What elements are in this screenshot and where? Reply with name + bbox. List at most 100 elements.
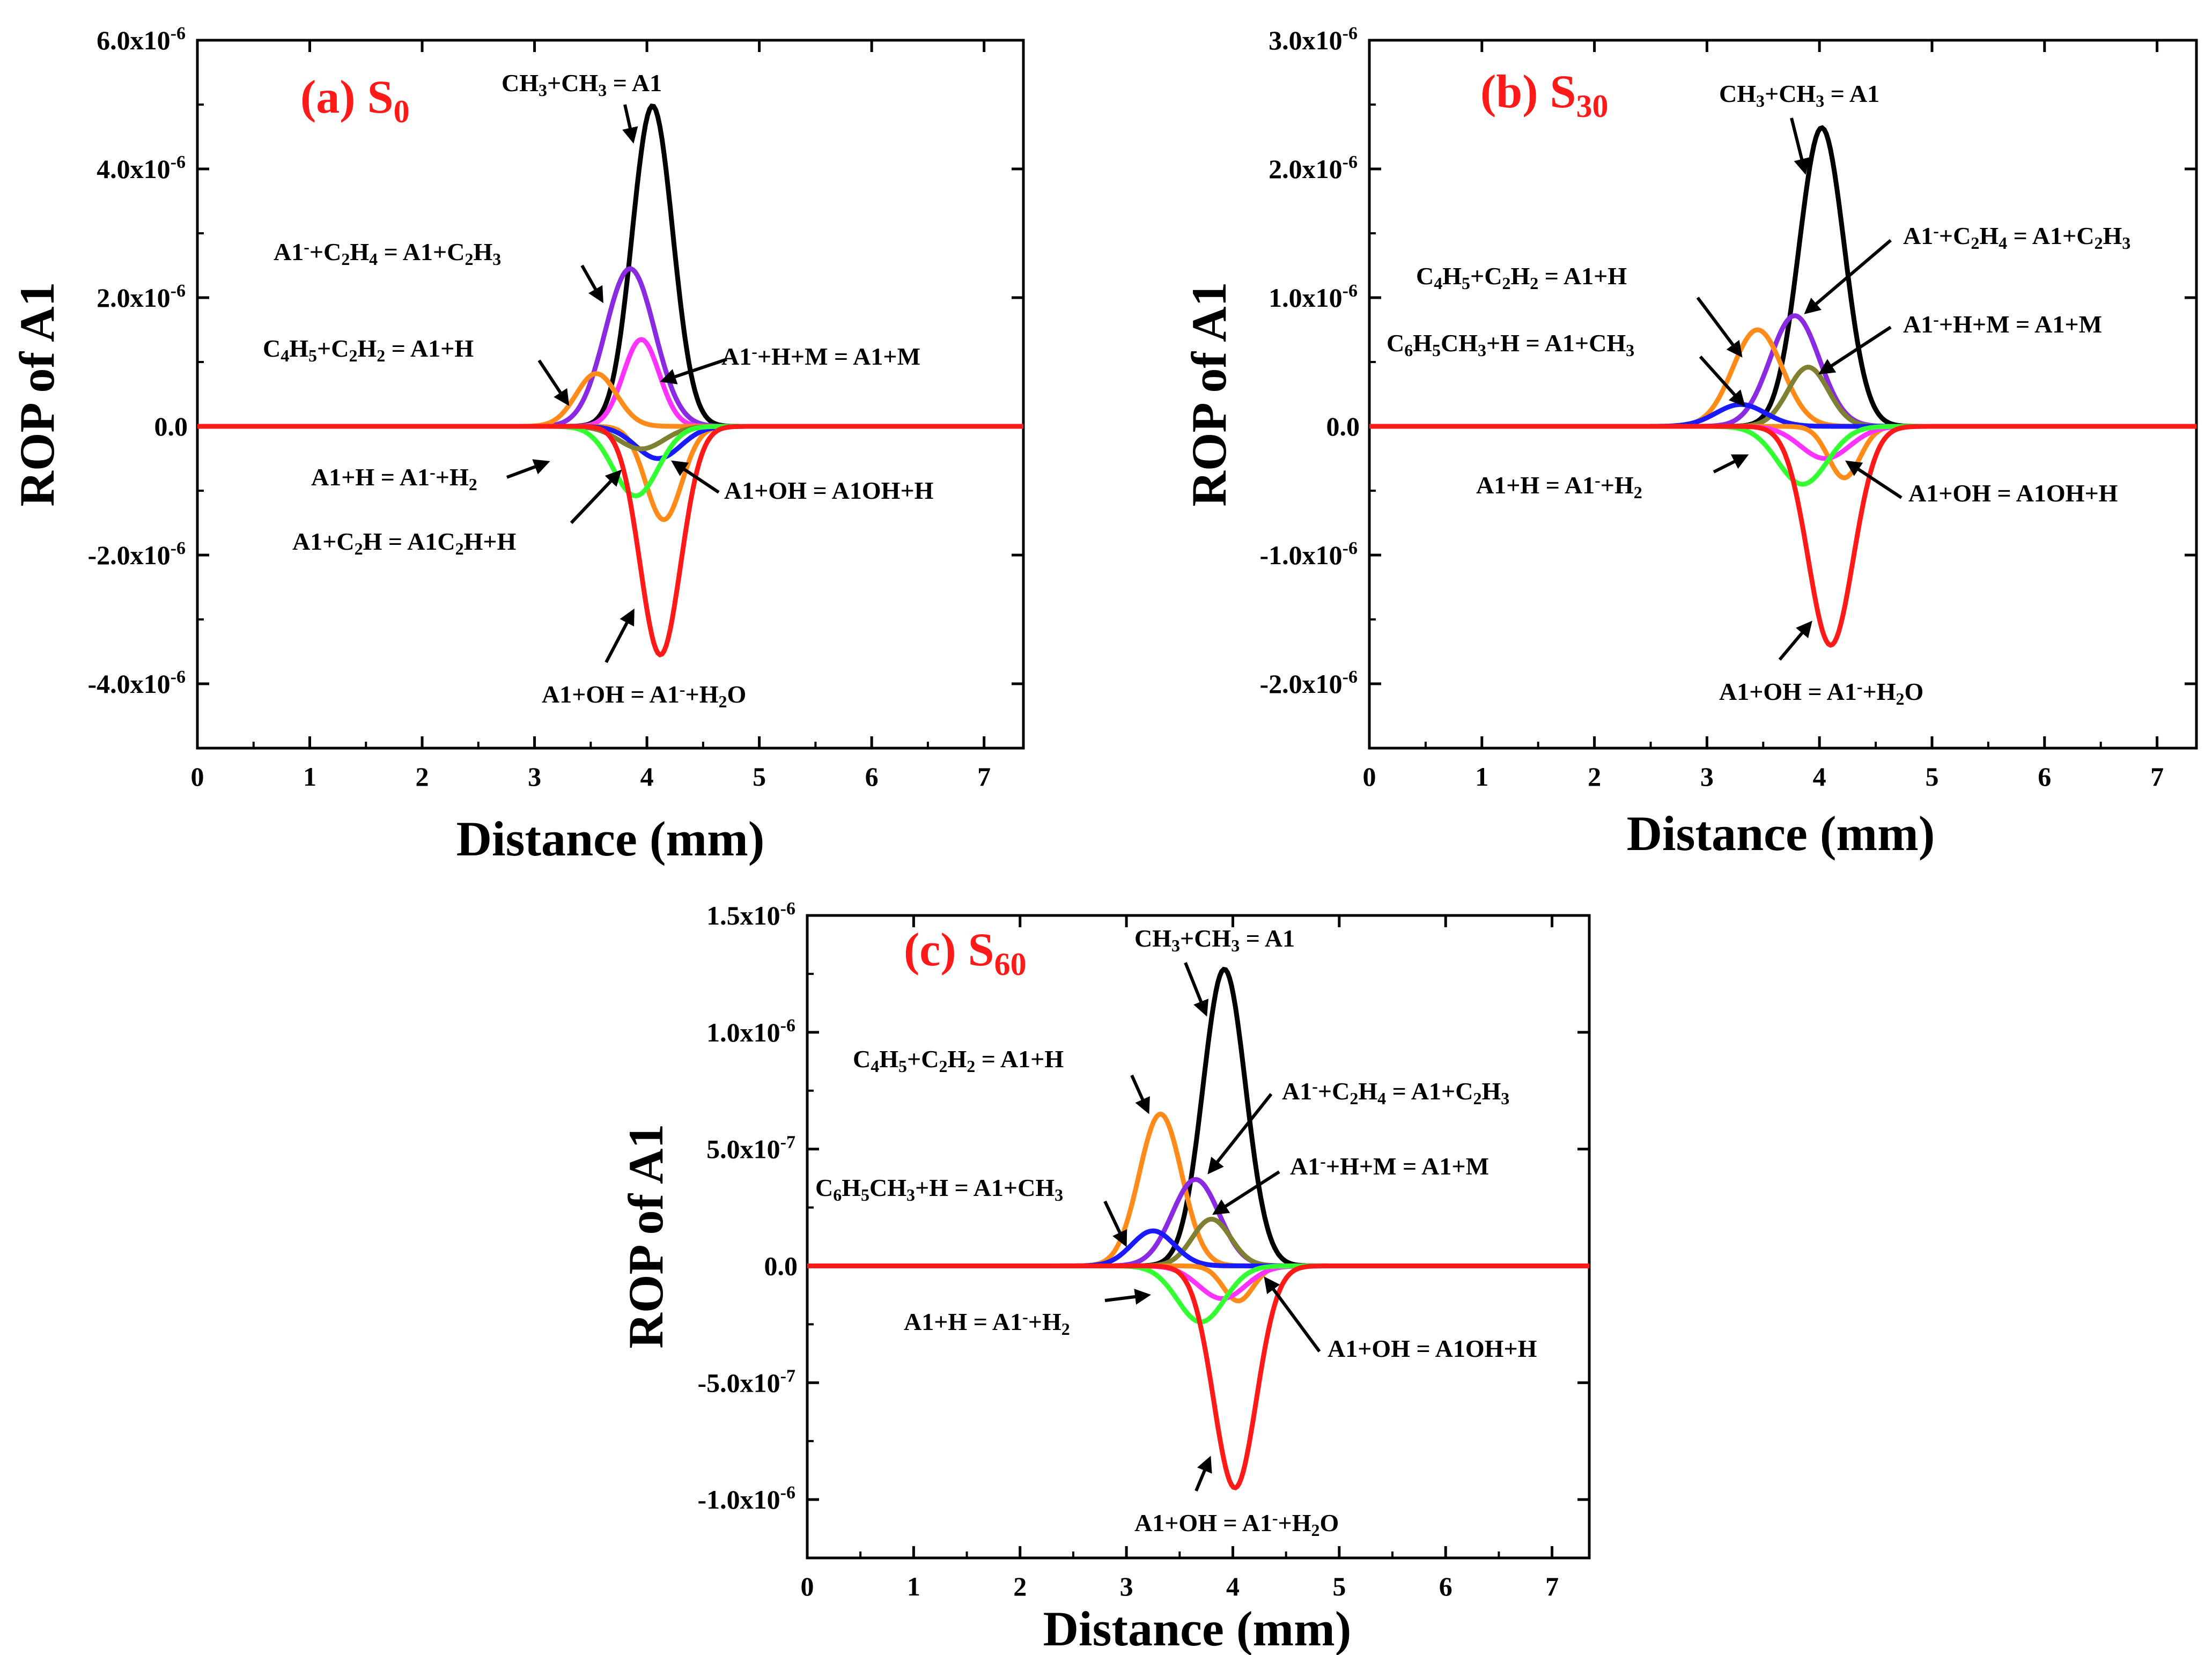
annotation-arrow (604, 608, 635, 663)
reaction-label: CH3+CH3 = A1 (502, 69, 662, 100)
annotation-arrow (537, 359, 570, 407)
x-axis-title: Distance (mm) (1627, 806, 1935, 861)
x-tick-label: 6 (865, 762, 879, 792)
annotation-arrow (1264, 1276, 1321, 1353)
y-tick-label: -4.0x10-6 (88, 667, 186, 699)
reaction-label: A1-+C2H4 = A1+C2H3 (1282, 1076, 1509, 1108)
x-tick-label: 3 (1120, 1571, 1133, 1601)
y-tick-label: 1.0x10-6 (1269, 281, 1358, 313)
x-tick-label: 7 (2150, 762, 2164, 792)
series-line (197, 371, 1023, 429)
x-tick-label: 4 (1226, 1571, 1240, 1601)
x-tick-label: 0 (1363, 762, 1376, 792)
y-tick-label: -2.0x10-6 (1260, 667, 1358, 699)
y-tick-label: 4.0x10-6 (97, 152, 186, 184)
annotation-arrow (506, 459, 550, 479)
annotation-arrow (1130, 1074, 1150, 1114)
y-tick-label: -5.0x10-7 (698, 1366, 795, 1398)
annotation-arrow (570, 469, 622, 524)
y-tick-label: 0.0 (1326, 411, 1360, 441)
series-line (197, 424, 1023, 657)
x-tick-label: 5 (1925, 762, 1938, 792)
annotation-arrow (1845, 460, 1903, 499)
panel-title: (a) S0 (300, 71, 410, 129)
annotation-arrow (1207, 1093, 1273, 1174)
y-tick-label: 3.0x10-6 (1269, 24, 1358, 55)
series-line (197, 424, 1023, 461)
x-tick-label: 7 (1545, 1571, 1559, 1601)
reaction-label: A1-+H+M = A1+M (721, 342, 920, 370)
x-tick-label: 2 (1588, 762, 1601, 792)
x-tick-label: 1 (907, 1571, 920, 1601)
plot-frame (196, 39, 1025, 750)
chart-panel-c: 0 1 2 3 4 5 6 7 1.5x10-6 1.0x10-6 5.0x10-7 0.0 -5.0x… (618, 899, 1591, 1655)
annotation-arrow (1104, 1289, 1151, 1305)
series-line (1369, 402, 2196, 429)
panel-title: (b) S30 (1480, 66, 1609, 124)
y-axis-title: ROP of A1 (1182, 282, 1236, 506)
y-tick-label: -1.0x10-6 (1260, 538, 1358, 570)
reaction-label: C4H5+C2H2 = A1+H (853, 1045, 1064, 1076)
reaction-label: C6H5CH3+H = A1+CH3 (1387, 329, 1634, 360)
y-tick-label: 6.0x10-6 (97, 24, 186, 55)
x-axis-title: Distance (mm) (1043, 1601, 1352, 1655)
y-tick-label: 2.0x10-6 (97, 281, 186, 313)
reaction-label: A1+H = A1-+H2 (311, 462, 477, 494)
reaction-label: A1+OH = A1-+H2O (542, 679, 746, 711)
annotation-arrow (1212, 1170, 1280, 1215)
annotation-arrow (1790, 117, 1810, 175)
annotation-arrow (1195, 1455, 1212, 1492)
annotation-arrow (1713, 454, 1749, 474)
series-line (1369, 365, 2196, 429)
reaction-label: C4H5+C2H2 = A1+H (1416, 262, 1627, 293)
x-tick-label: 3 (1700, 762, 1714, 792)
reaction-label: A1-+C2H4 = A1+C2H3 (1903, 221, 2130, 253)
series-line (1369, 424, 2196, 648)
reaction-label: A1+OH = A1-+H2O (1719, 677, 1923, 708)
chart-panel-a: 0 1 2 3 4 5 6 7 6.0x10-6 4.0x10-6 2.0x10-6 0.0 -2.0x… (10, 24, 1025, 866)
annotation-arrow (622, 104, 638, 144)
y-tick-label: 0.0 (764, 1251, 798, 1281)
y-tick-label: 1.5x10-6 (706, 899, 795, 930)
annotation-arrow (1818, 326, 1892, 375)
reaction-label: CH3+CH3 = A1 (1719, 80, 1879, 110)
reaction-label: A1+OH = A1OH+H (1908, 479, 2118, 507)
y-tick-label: 5.0x10-7 (706, 1133, 795, 1164)
annotation-arrow (1696, 297, 1743, 358)
x-tick-label: 0 (191, 762, 204, 792)
panel-title: (c) S60 (904, 924, 1027, 982)
x-tick-label: 5 (1332, 1571, 1346, 1601)
x-tick-label: 0 (801, 1571, 814, 1601)
x-tick-label: 6 (1439, 1571, 1452, 1601)
reaction-label: A1+H = A1-+H2 (1476, 470, 1642, 502)
reaction-label: C6H5CH3+H = A1+CH3 (815, 1174, 1063, 1205)
y-tick-label: -1.0x10-6 (698, 1483, 795, 1514)
x-tick-label: 5 (753, 762, 766, 792)
x-tick-label: 2 (1013, 1571, 1027, 1601)
reaction-label: A1+C2H = A1C2H+H (292, 528, 517, 558)
chart-panel-b: 0 1 2 3 4 5 6 7 3.0x10-6 2.0x10-6 1.0x10-6 0.0 -1.0x… (1182, 24, 2198, 861)
annotation-arrow (580, 264, 603, 304)
y-axis-title: ROP of A1 (10, 282, 64, 506)
series-line (807, 1264, 1589, 1301)
y-tick-label: 2.0x10-6 (1269, 152, 1358, 184)
annotation-arrow (1103, 1200, 1127, 1247)
annotation-arrow (1804, 239, 1892, 314)
x-tick-label: 1 (303, 762, 316, 792)
annotation-arrow (660, 358, 727, 385)
reaction-label: A1+OH = A1OH+H (724, 477, 934, 504)
plot-frame (806, 914, 1591, 1560)
x-tick-label: 3 (528, 762, 541, 792)
annotation-arrow (1699, 355, 1746, 407)
y-tick-label: 1.0x10-6 (706, 1016, 795, 1047)
reaction-label: A1-+H+M = A1+M (1290, 1151, 1489, 1180)
x-tick-label: 2 (416, 762, 429, 792)
reaction-label: A1+OH = A1OH+H (1328, 1335, 1537, 1362)
x-tick-label: 4 (1813, 762, 1826, 792)
reaction-label: A1+OH = A1-+H2O (1134, 1508, 1339, 1540)
reaction-label: C4H5+C2H2 = A1+H (263, 335, 474, 365)
reaction-label: A1-+C2H4 = A1+C2H3 (274, 237, 501, 269)
y-axis-title: ROP of A1 (618, 1124, 673, 1348)
annotation-arrow (1778, 620, 1812, 661)
